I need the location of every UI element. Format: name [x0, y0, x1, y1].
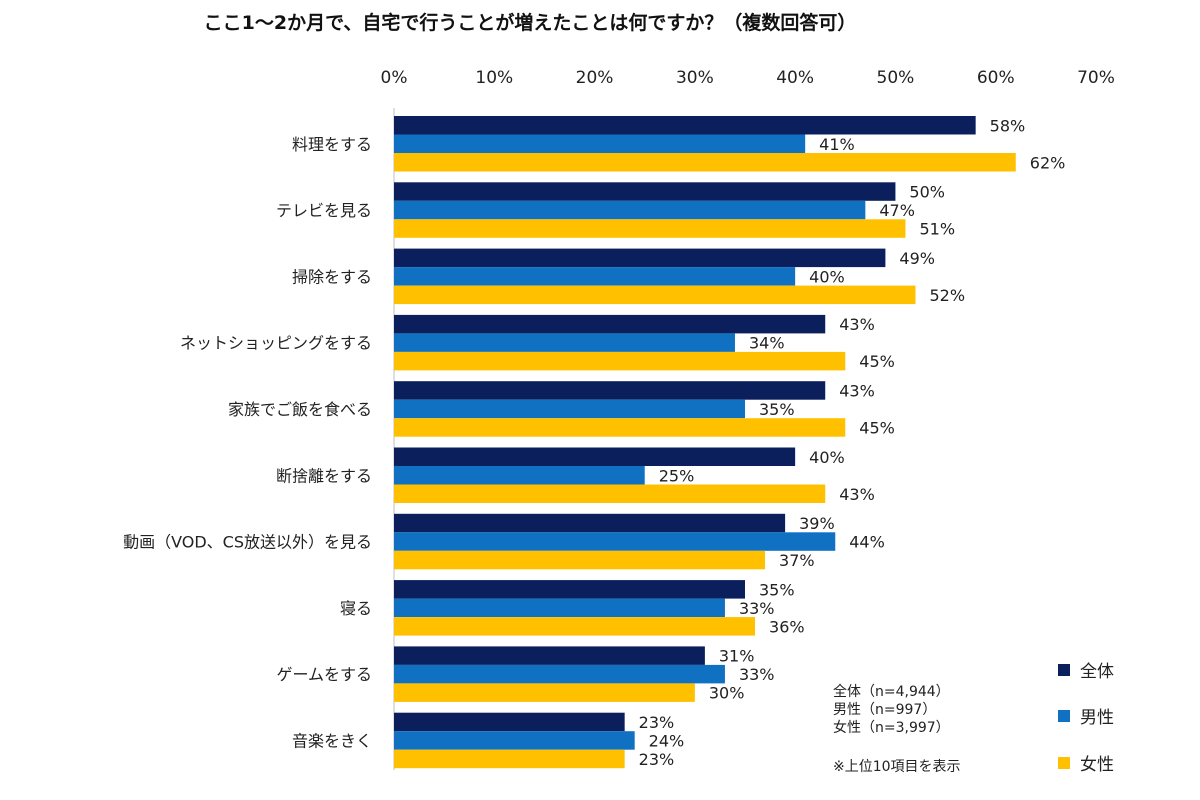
value-label: 40% [809, 267, 845, 286]
value-label: 44% [849, 533, 885, 552]
bar [394, 646, 705, 665]
value-label: 37% [779, 551, 815, 570]
bar [394, 399, 745, 419]
x-tick-label: 0% [381, 68, 408, 88]
value-label: 58% [990, 116, 1026, 135]
value-label: 39% [799, 514, 835, 533]
bar [394, 550, 766, 570]
sample-size-male: 男性（n=997） [833, 702, 937, 718]
x-tick-label: 50% [877, 68, 915, 88]
value-label: 47% [879, 201, 915, 220]
value-label: 49% [899, 249, 935, 268]
bar [394, 285, 916, 305]
bar [394, 484, 826, 503]
bar [394, 153, 1016, 172]
value-label: 45% [859, 418, 895, 437]
legend-swatch-male [1058, 709, 1070, 722]
sample-size-notes: 全体（n=4,944） 男性（n=997） 女性（n=3,997） [833, 683, 950, 737]
legend-item-total: 全体 [1058, 657, 1114, 682]
x-tick-label: 10% [475, 68, 513, 88]
bar [394, 116, 976, 135]
value-label: 35% [759, 580, 795, 599]
value-label: 24% [649, 731, 685, 750]
bar [394, 381, 826, 400]
bar [394, 580, 745, 599]
category-label: 断捨離をする [276, 466, 372, 485]
bar [394, 351, 846, 371]
category-label: 動画（VOD、CS放送以外）を見る [123, 533, 372, 552]
category-label: 音楽をきく [292, 731, 372, 750]
category-label: テレビを見る [276, 201, 372, 220]
value-label: 25% [659, 466, 695, 485]
bar [394, 182, 896, 201]
bar [394, 447, 796, 466]
bar [394, 466, 645, 485]
value-label: 35% [759, 400, 795, 419]
value-label: 31% [719, 647, 755, 666]
bar [394, 200, 866, 220]
legend-item-male: 男性 [1058, 703, 1114, 728]
value-label: 33% [739, 599, 775, 618]
bar [394, 418, 846, 437]
value-label: 52% [929, 286, 965, 305]
value-label: 43% [839, 485, 875, 504]
value-label: 51% [919, 220, 955, 239]
legend-label-female: 女性 [1080, 755, 1114, 775]
value-label: 36% [769, 617, 805, 636]
bar [394, 248, 886, 268]
bar [394, 532, 836, 551]
bar [394, 617, 756, 636]
bar [394, 712, 625, 732]
x-tick-label: 20% [576, 68, 614, 88]
bar [394, 749, 625, 769]
category-label: ゲームをする [276, 665, 372, 684]
bar [394, 513, 786, 533]
value-label: 45% [859, 352, 895, 371]
value-label: 43% [839, 381, 875, 400]
value-label: 41% [819, 135, 855, 154]
category-label: 掃除をする [292, 267, 372, 286]
x-tick-label: 40% [776, 68, 814, 88]
bar [394, 219, 906, 238]
value-label: 40% [809, 448, 845, 467]
x-tick-label: 70% [1077, 68, 1115, 88]
value-label: 23% [639, 750, 675, 769]
bar [394, 664, 725, 684]
legend-item-female: 女性 [1058, 750, 1114, 775]
legend-swatch-total [1058, 663, 1070, 676]
bar [394, 683, 695, 702]
bar [394, 267, 796, 286]
chart-title: ここ1～2か月で、自宅で行うことが増えたことは何ですか？（複数回答可） [203, 12, 857, 34]
bar [394, 134, 806, 153]
bar [394, 731, 635, 750]
bar [394, 333, 735, 352]
value-label: 33% [739, 665, 775, 684]
value-label: 34% [749, 334, 785, 353]
category-label: ネットショッピングをする [180, 334, 372, 353]
bar [394, 598, 725, 618]
category-label: 料理をする [292, 135, 372, 154]
footnote: ※上位10項目を表示 [833, 759, 961, 775]
legend-label-male: 男性 [1080, 708, 1114, 728]
x-tick-label: 60% [977, 68, 1015, 88]
value-label: 23% [639, 713, 675, 732]
value-label: 50% [909, 183, 945, 202]
value-label: 43% [839, 315, 875, 334]
bar [394, 314, 826, 334]
value-label: 30% [709, 684, 745, 703]
legend-label-total: 全体 [1080, 662, 1114, 682]
category-label: 家族でご飯を食べる [228, 400, 372, 419]
x-tick-label: 30% [676, 68, 714, 88]
value-label: 62% [1030, 153, 1066, 172]
category-label: 寝る [340, 599, 372, 618]
sample-size-total: 全体（n=4,944） [833, 684, 950, 700]
legend-swatch-female [1058, 756, 1070, 769]
sample-size-female: 女性（n=3,997） [833, 720, 950, 736]
